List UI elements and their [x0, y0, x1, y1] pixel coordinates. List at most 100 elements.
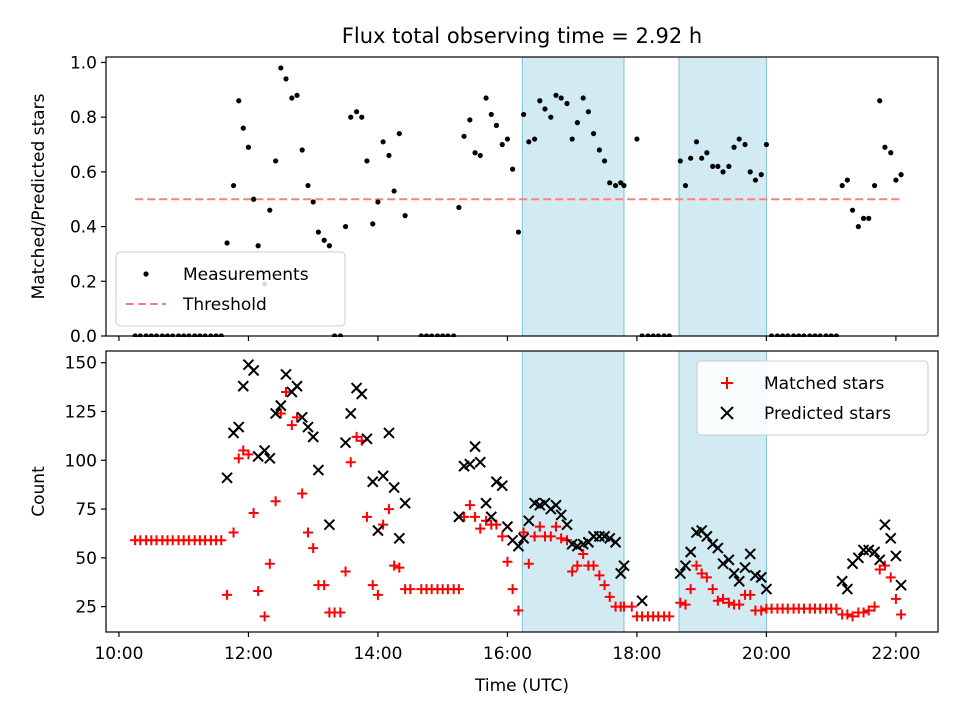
matched-stars-point: [518, 527, 529, 538]
predicted-stars-point: [296, 411, 308, 424]
measurement-point: [532, 136, 538, 142]
predicted-stars-point: [755, 571, 767, 584]
predicted-stars-point: [739, 561, 751, 574]
measurement-point: [488, 111, 494, 118]
matched-stars-point: [475, 523, 486, 534]
matched-stars-point: [885, 572, 896, 583]
measurement-point: [699, 155, 705, 161]
predicted-stars-point: [302, 421, 314, 433]
y-tick-label: 0.4: [70, 218, 97, 238]
measurement-point: [483, 95, 489, 101]
measurement-point: [493, 122, 500, 128]
predicted-stars-point: [836, 575, 848, 587]
measurement-point: [402, 213, 408, 219]
measurement-point: [396, 130, 402, 137]
measurement-point: [849, 207, 856, 213]
measurement-point: [364, 158, 370, 164]
measurement-point: [278, 65, 284, 71]
measurement-point: [844, 177, 850, 183]
matched-stars-point: [523, 558, 534, 569]
measurement-point: [731, 144, 737, 150]
matched-stars-point: [470, 511, 481, 522]
matched-stars-point: [572, 560, 583, 571]
measurement-point: [467, 117, 473, 123]
measurement-point: [574, 120, 580, 126]
measurement-point: [315, 229, 321, 235]
observing-interval: [521, 350, 625, 633]
measurement-point: [321, 237, 327, 243]
matched-stars-point: [691, 560, 702, 571]
predicted-stars-point: [868, 546, 881, 558]
measurement-point: [548, 114, 554, 120]
measurement-point: [477, 152, 483, 159]
measurement-point: [839, 182, 845, 189]
matched-stars-point: [529, 531, 540, 542]
legend-label: Threshold: [182, 295, 267, 315]
matched-stars-point: [707, 584, 718, 595]
measurement-point: [564, 100, 570, 107]
predicted-stars-point: [496, 479, 508, 492]
matched-stars-point: [675, 597, 686, 608]
matched-stars-point: [389, 560, 400, 571]
matched-stars-point: [847, 611, 858, 622]
matched-stars-point: [896, 609, 907, 620]
predicted-stars-point: [280, 368, 292, 381]
measurement-point: [267, 207, 273, 213]
predicted-stars-point: [258, 444, 271, 457]
measurement-point: [693, 139, 700, 145]
panel-ratio: 0.0 0.2 0.4 0.6 0.8 1.0 Matched/Predicted sta…: [29, 53, 939, 347]
matched-stars-point: [292, 412, 303, 423]
panel-count-axes: 25 50 75 100 125 150 10:00 12:00 14:00 16:00 18:00…: [65, 350, 939, 664]
predicted-stars-point: [307, 431, 319, 443]
y-tick-label: 50: [75, 549, 97, 569]
predicted-stars-point: [393, 532, 406, 545]
measurement-point: [715, 163, 721, 170]
measurement-point: [342, 223, 349, 230]
measurement-point: [558, 95, 564, 101]
predicted-stars-point: [490, 476, 503, 488]
matched-stars-point: [303, 527, 314, 538]
predicted-stars-point: [674, 567, 687, 580]
matched-stars-point: [378, 519, 389, 530]
legend-label: Predicted stars: [764, 404, 891, 424]
measurement-point: [305, 182, 311, 189]
measurement-point: [236, 98, 242, 104]
predicted-stars-point: [221, 472, 233, 484]
measurement-point: [596, 147, 602, 153]
matched-stars-point: [335, 607, 346, 618]
measurement-point: [370, 221, 376, 227]
matched-stars-point: [280, 386, 291, 397]
predicted-stars-point: [723, 554, 735, 566]
y-tick-label: 100: [65, 451, 97, 471]
predicted-stars-point: [593, 530, 606, 543]
matched-stars-point: [599, 580, 610, 591]
measurement-point: [601, 158, 608, 164]
predicted-stars-point: [453, 511, 465, 523]
matched-stars-point: [367, 580, 378, 591]
matched-stars-point: [879, 560, 890, 571]
measurement-point: [758, 172, 764, 178]
matched-stars-point: [502, 556, 513, 567]
measurement-point: [569, 136, 575, 142]
matched-stars-point: [534, 521, 545, 532]
measurement-point: [224, 240, 230, 246]
measurement-point: [893, 177, 899, 183]
measurement-point: [456, 204, 462, 211]
measurement-point: [380, 139, 386, 145]
measurement-point: [855, 223, 861, 230]
matched-stars-point: [233, 453, 244, 464]
y-tick-label: 25: [75, 598, 97, 618]
predicted-stars-point: [874, 554, 886, 566]
predicted-stars-point: [561, 518, 573, 531]
panel-ratio-axes: 0.0 0.2 0.4 0.6 0.8 1.0: [70, 53, 939, 347]
measurement-point: [882, 144, 888, 150]
matched-stars-point: [550, 521, 561, 532]
measurement-point: [866, 215, 872, 221]
matched-stars-point: [626, 601, 637, 612]
legend-marker: [721, 377, 733, 389]
predicted-stars-point: [388, 481, 400, 494]
matched-stars-point: [685, 584, 696, 595]
predicted-stars-point: [233, 421, 245, 433]
matched-stars-point: [588, 560, 599, 571]
